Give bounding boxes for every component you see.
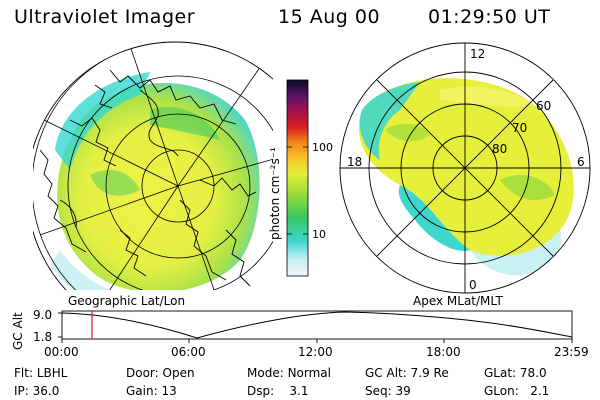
status-mode: Mode: Normal	[247, 366, 331, 380]
colorbar-unit-label: photon cm⁻²s⁻¹	[268, 147, 282, 240]
mlt-label-0: 0	[469, 278, 477, 292]
altitude-timeline: GC Alt	[11, 310, 573, 350]
time-tick-1800: 18:00	[426, 345, 461, 359]
observation-date: 15 Aug 00	[278, 6, 381, 28]
status-dsp: Dsp: 3.1	[247, 384, 309, 398]
colorbar-tick-100: 100	[312, 141, 333, 154]
colorbar-tick-10: 10	[312, 228, 326, 241]
altitude-tick-min: 1.8	[33, 330, 53, 344]
mlt-label-12: 12	[470, 47, 485, 61]
time-tick-2359: 23:59	[554, 345, 589, 359]
mlat-label-80: 80	[492, 142, 507, 156]
status-filter: Flt: LBHL	[14, 366, 68, 380]
status-gain: Gain: 13	[126, 384, 177, 398]
status-gc-alt: GC Alt: 7.9 Re	[365, 366, 449, 380]
intensity-colorbar: 100 10 photon cm⁻²s⁻¹	[268, 79, 333, 277]
time-tick-1200: 12:00	[298, 345, 333, 359]
status-ip: IP: 36.0	[14, 384, 60, 398]
apex-caption: Apex MLat/MLT	[413, 294, 503, 308]
altitude-tick-max: 9.0	[33, 308, 53, 322]
instrument-title: Ultraviolet Imager	[14, 6, 196, 28]
geographic-map	[33, 41, 273, 290]
altitude-curve	[61, 311, 573, 339]
time-tick-0600: 06:00	[171, 345, 206, 359]
mlat-label-60: 60	[536, 99, 551, 113]
mlt-label-18: 18	[347, 155, 362, 169]
status-glon: GLon: 2.1	[484, 384, 550, 398]
altitude-y-label: GC Alt	[11, 312, 25, 350]
mlat-label-70: 70	[512, 121, 527, 135]
mlt-label-6: 6	[577, 155, 585, 169]
time-tick-0000: 00:00	[44, 345, 79, 359]
status-glat: GLat: 78.0	[484, 366, 547, 380]
observation-time: 01:29:50 UT	[428, 6, 551, 28]
status-door: Door: Open	[126, 366, 195, 380]
geographic-caption: Geographic Lat/Lon	[68, 294, 186, 308]
magnetic-polar-plot: 12 18 6 0 60 70 80	[339, 42, 591, 294]
status-seq: Seq: 39	[365, 384, 411, 398]
